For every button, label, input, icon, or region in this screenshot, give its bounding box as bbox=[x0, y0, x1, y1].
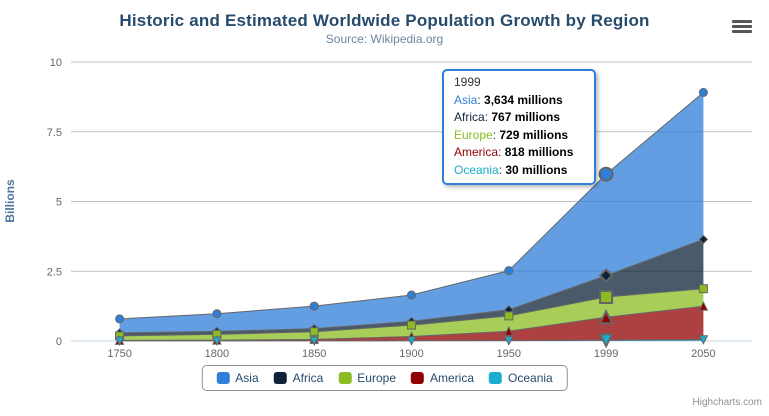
x-axis-tick-label: 1999 bbox=[594, 348, 618, 360]
marker-diamond-africa[interactable] bbox=[698, 234, 709, 245]
tooltip-row: Oceania: 30 millions bbox=[454, 162, 568, 177]
marker-triangle-down-oceania[interactable] bbox=[698, 335, 709, 345]
legend-symbol-icon bbox=[411, 372, 425, 384]
legend-item-africa[interactable]: Africa bbox=[273, 371, 324, 385]
x-axis-tick-label: 1950 bbox=[497, 348, 521, 360]
y-axis-tick-label: 5 bbox=[56, 197, 62, 209]
hamburger-icon bbox=[732, 20, 752, 23]
y-axis-tick-label: 2.5 bbox=[47, 266, 62, 278]
y-axis-tick-label: 0 bbox=[56, 336, 62, 348]
x-axis-tick-label: 1900 bbox=[399, 348, 423, 360]
credits-link[interactable]: Highcharts.com bbox=[692, 397, 762, 408]
legend-symbol-icon bbox=[338, 372, 352, 384]
tooltip-series-value: 30 millions bbox=[505, 162, 568, 177]
tooltip-series-value: 729 millions bbox=[499, 127, 569, 142]
legend-symbol-icon bbox=[216, 372, 230, 384]
legend-item-asia[interactable]: Asia bbox=[216, 371, 259, 385]
tooltip-row: America: 818 millions bbox=[454, 145, 574, 159]
marker-square-europe[interactable] bbox=[599, 290, 614, 304]
tooltip-row: Africa: 767 millions bbox=[454, 110, 561, 124]
marker-triangle-america[interactable] bbox=[503, 326, 514, 336]
tooltip-row: Asia: 3,634 millions bbox=[454, 92, 563, 107]
marker-triangle-down-oceania[interactable] bbox=[212, 336, 222, 347]
tooltip: 1999 Asia: 3,634 millions Africa: 767 mil… bbox=[442, 69, 596, 185]
marker-circle-asia[interactable] bbox=[598, 166, 614, 182]
legend-item-label: America bbox=[430, 371, 475, 385]
marker-triangle-america[interactable] bbox=[598, 309, 614, 325]
y-axis-tick-label: 10 bbox=[50, 57, 62, 69]
chart-title: Historic and Estimated Worldwide Populat… bbox=[119, 11, 650, 30]
tooltip-header: 1999 bbox=[454, 75, 481, 89]
tooltip-series-value: 767 millions bbox=[491, 110, 561, 124]
x-axis-tick-label: 1750 bbox=[107, 348, 131, 360]
tooltip-series-label: America bbox=[454, 145, 499, 159]
legend-item-label: Africa bbox=[292, 371, 324, 385]
x-axis-tick-label: 2050 bbox=[691, 348, 715, 360]
legend-symbol-icon bbox=[273, 372, 287, 384]
chart-subtitle: Source: Wikipedia.org bbox=[325, 32, 444, 46]
legend-item-label: Europe bbox=[357, 371, 397, 385]
marker-circle-asia[interactable] bbox=[407, 290, 416, 300]
export-menu-button[interactable] bbox=[732, 20, 752, 33]
hamburger-icon bbox=[732, 30, 752, 33]
legend-item-america[interactable]: America bbox=[411, 371, 474, 385]
legend-item-label: Asia bbox=[235, 371, 259, 385]
legend-item-europe[interactable]: Europe bbox=[338, 371, 396, 385]
marker-triangle-down-oceania[interactable] bbox=[309, 336, 320, 347]
marker-triangle-down-oceania[interactable] bbox=[406, 336, 417, 346]
marker-diamond-africa[interactable] bbox=[598, 268, 614, 284]
legend-item-oceania[interactable]: Oceania bbox=[489, 371, 553, 385]
marker-square-europe[interactable] bbox=[698, 284, 708, 294]
legend-symbol-icon bbox=[489, 372, 503, 384]
marker-triangle-down-oceania[interactable] bbox=[114, 336, 125, 347]
hamburger-icon bbox=[732, 25, 752, 28]
marker-triangle-america[interactable] bbox=[698, 301, 709, 311]
y-axis-title: Billions bbox=[3, 179, 17, 223]
series-area-africa[interactable] bbox=[119, 239, 704, 336]
tooltip-row: Europe: 729 millions bbox=[454, 127, 569, 142]
tooltip-series-label: Africa bbox=[454, 110, 485, 124]
marker-square-europe[interactable] bbox=[407, 320, 416, 330]
tooltip-series-label: Asia bbox=[454, 92, 478, 107]
marker-triangle-down-oceania[interactable] bbox=[503, 336, 514, 346]
marker-triangle-down-oceania[interactable] bbox=[598, 333, 614, 349]
marker-circle-asia[interactable] bbox=[115, 314, 125, 324]
marker-circle-asia[interactable] bbox=[309, 301, 319, 311]
tooltip-series-label: Oceania bbox=[454, 162, 499, 177]
marker-circle-asia[interactable] bbox=[698, 87, 708, 97]
marker-circle-asia[interactable] bbox=[212, 309, 222, 319]
legend: Asia Africa Europe America Oceania bbox=[201, 365, 568, 391]
x-axis-tick-label: 1850 bbox=[302, 348, 326, 360]
marker-square-europe[interactable] bbox=[504, 311, 514, 321]
x-axis-tick-label: 1800 bbox=[205, 348, 229, 360]
y-axis-tick-label: 7.5 bbox=[47, 127, 62, 139]
series-area-asia[interactable] bbox=[119, 92, 704, 333]
series-area-america[interactable] bbox=[119, 306, 704, 341]
tooltip-series-label: Europe bbox=[454, 127, 493, 142]
tooltip-series-value: 818 millions bbox=[504, 145, 574, 159]
tooltip-series-value: 3,634 millions bbox=[484, 92, 563, 107]
legend-item-label: Oceania bbox=[508, 371, 553, 385]
marker-circle-asia[interactable] bbox=[504, 266, 514, 276]
